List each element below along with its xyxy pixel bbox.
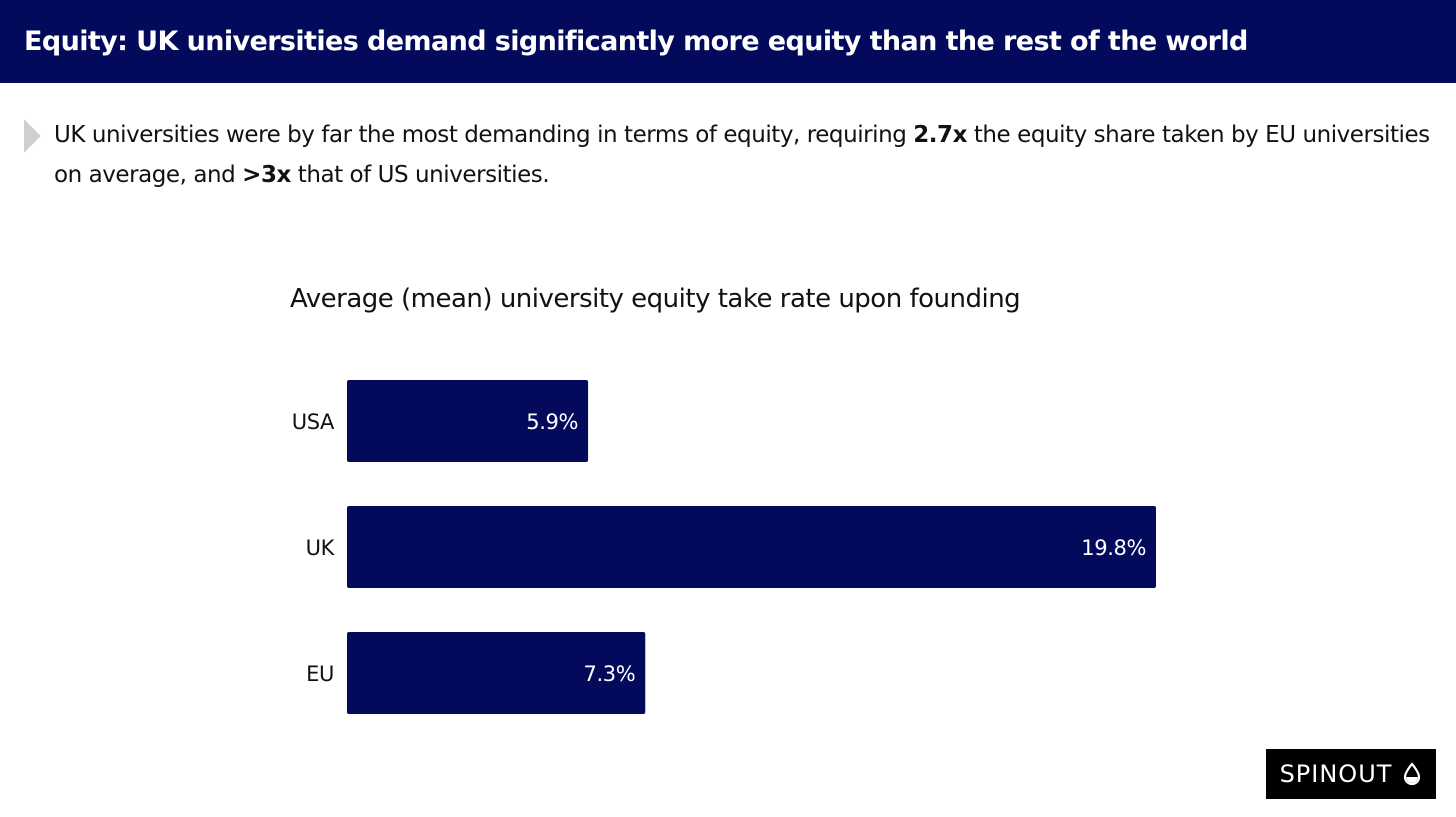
- summary-bold-ratio: 2.7x: [913, 122, 967, 148]
- category-label-uk: UK: [306, 536, 336, 560]
- bullet-arrow-icon: [24, 119, 41, 153]
- page-title: Equity: UK universities demand significa…: [24, 26, 1248, 57]
- value-label-usa: 5.9%: [526, 410, 578, 434]
- summary-part-3: that of US universities.: [290, 162, 550, 188]
- bar-eu: [347, 632, 646, 714]
- category-label-eu: EU: [306, 662, 334, 686]
- value-label-eu: 7.3%: [584, 662, 636, 686]
- summary-part-1: UK universities were by far the most dem…: [54, 122, 914, 148]
- drop-icon: [1404, 762, 1421, 786]
- bar-usa: [347, 380, 589, 462]
- summary-part-2: the equity share taken by EU universitie…: [54, 122, 1430, 188]
- logo-text: SPINOUT: [1279, 760, 1393, 788]
- spinout-logo: SPINOUT: [1266, 749, 1436, 799]
- bar-uk: [347, 506, 1156, 588]
- chart-title: Average (mean) university equity take ra…: [290, 284, 1020, 314]
- header-bar: Equity: UK universities demand significa…: [0, 0, 1456, 83]
- bars-group: USA 5.9% UK 19.8% EU 7.3%: [292, 380, 1156, 714]
- summary-bold-multiple: >3x: [242, 162, 291, 188]
- value-label-uk: 19.8%: [1081, 536, 1146, 560]
- category-label-usa: USA: [292, 410, 335, 434]
- summary-text: UK universities were by far the most dem…: [54, 115, 1434, 195]
